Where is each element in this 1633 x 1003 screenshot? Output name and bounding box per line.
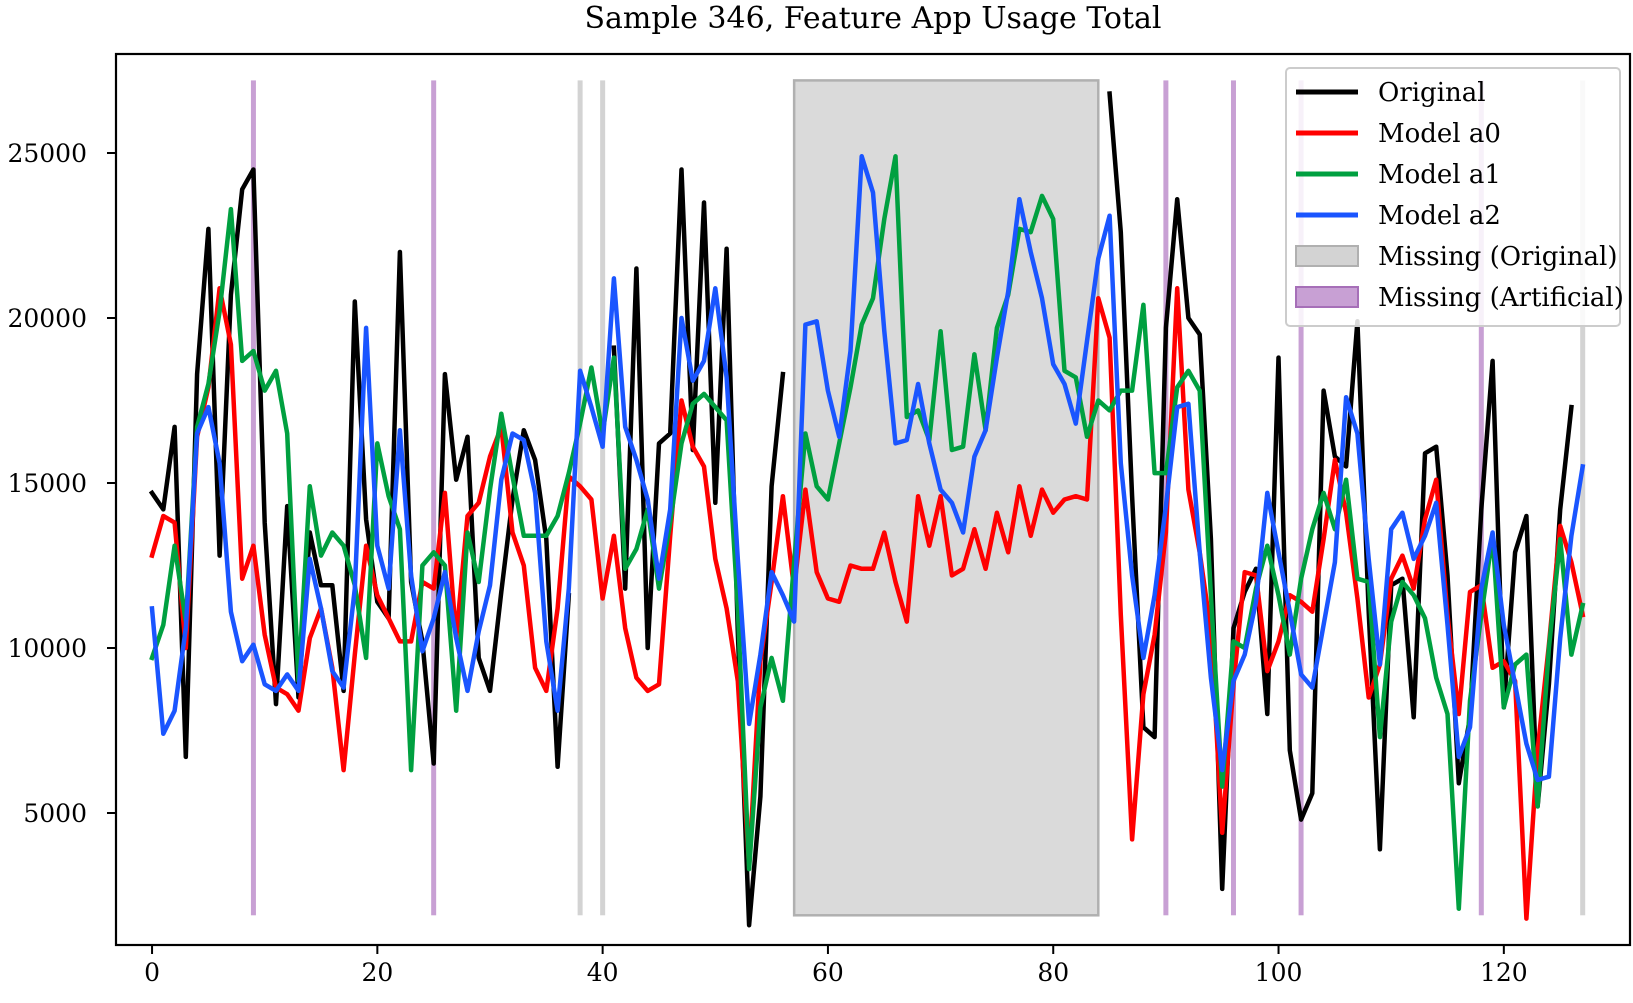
- missing-artificial-mark-0: [250, 80, 256, 916]
- y-tick-label: 25000: [7, 139, 87, 168]
- legend-label-original: Original: [1378, 78, 1486, 108]
- legend-label-model-a2: Model a2: [1378, 201, 1501, 231]
- x-tick-label: 100: [1255, 958, 1303, 987]
- y-tick-label: 5000: [23, 799, 87, 828]
- series-line-model-a0: [149, 286, 1586, 921]
- missing-original-mark-2: [1580, 80, 1586, 916]
- legend-label-missing-original: Missing (Original): [1378, 242, 1617, 272]
- plot-frame: [114, 52, 1632, 947]
- x-tick-label: 60: [812, 958, 844, 987]
- missing-original-mark-0: [577, 80, 583, 916]
- series-lines: [148, 91, 1586, 928]
- missing-original-mark-1: [600, 80, 606, 916]
- axes: 0 20 40 60 80 100 120 5000 10000 15000 20000 25000: [7, 139, 1527, 987]
- series-line-model-a2: [149, 154, 1586, 783]
- chart-title: Sample 346, Feature App Usage Total: [584, 1, 1161, 36]
- missing-artificial-mark-1: [431, 80, 437, 916]
- legend-swatch-missing-artificial: [1295, 286, 1359, 308]
- missing-artificial-mark-4: [1298, 80, 1304, 916]
- legend: Original Model a0 Model a1 Model a2 Missing …: [1285, 67, 1624, 327]
- x-tick-label: 40: [587, 958, 619, 987]
- y-tick-label: 15000: [7, 469, 87, 498]
- x-tick-label: 80: [1037, 958, 1069, 987]
- y-tick-label: 20000: [7, 304, 87, 333]
- x-tick-label: 20: [361, 958, 393, 987]
- legend-swatch-missing-original: [1295, 245, 1359, 267]
- legend-label-model-a1: Model a1: [1378, 160, 1501, 190]
- legend-label-model-a0: Model a0: [1378, 119, 1501, 149]
- legend-box: [1285, 67, 1621, 327]
- series-line-model-a1: [149, 154, 1586, 911]
- legend-label-missing-artificial: Missing (Artificial): [1378, 283, 1624, 313]
- x-tick-label: 120: [1480, 958, 1528, 987]
- x-tick-label: 0: [144, 958, 160, 987]
- missing-artificial-mark-3: [1230, 80, 1236, 916]
- y-tick-label: 10000: [7, 634, 87, 663]
